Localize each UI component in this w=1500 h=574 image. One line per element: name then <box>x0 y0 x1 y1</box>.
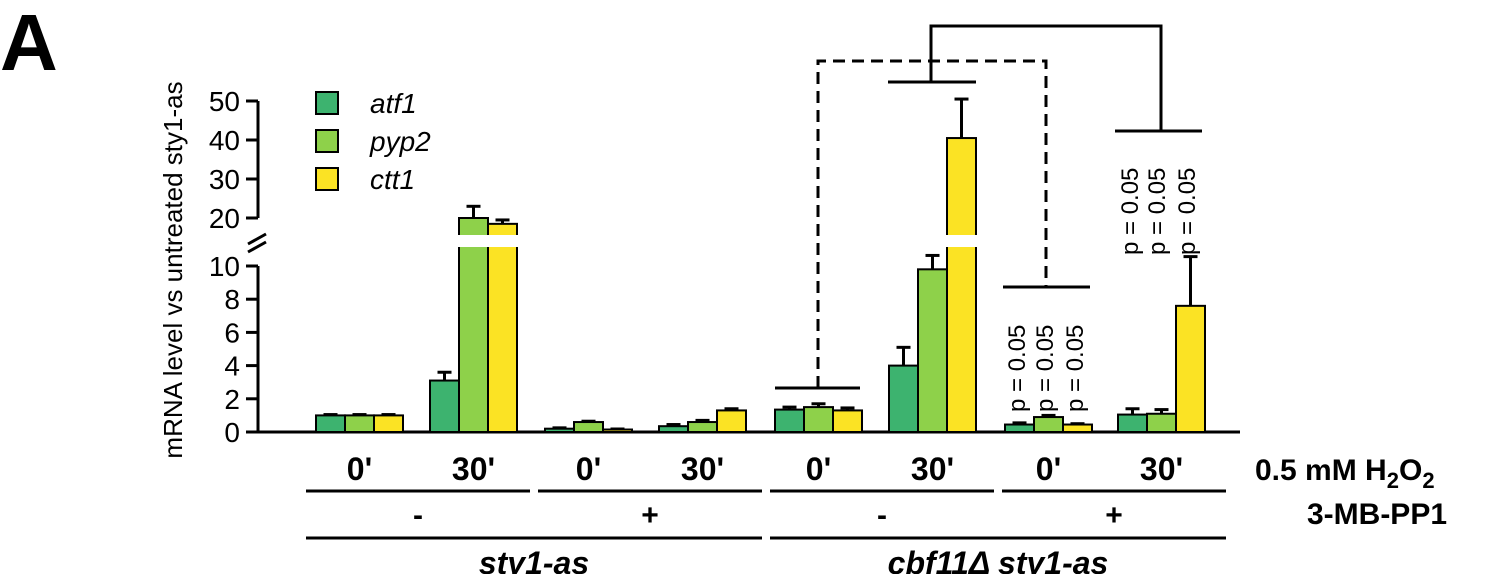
p-value-label: p = 0.05 <box>1117 168 1144 255</box>
bar-atf1 <box>1117 413 1148 434</box>
bar-atf1 <box>774 408 805 433</box>
comparison-bracket-solid <box>929 24 1163 131</box>
y-tick-label: 0 <box>224 417 240 448</box>
p-value-label: p = 0.05 <box>1062 325 1089 412</box>
legend-swatch-pyp2 <box>315 129 339 153</box>
bar-atf1 <box>888 364 919 434</box>
p-value-label: p = 0.05 <box>1144 168 1171 255</box>
inhibitor-row-label: 3-MB-PP1 <box>1307 498 1447 531</box>
p-value-label: p = 0.05 <box>1032 325 1059 412</box>
category-label: 30' <box>911 451 954 487</box>
inhibitor-sign: + <box>641 499 659 532</box>
p-value-annotations: p = 0.05 p = 0.05 p = 0.05p = 0.05 p = 0.05… <box>1004 168 1201 412</box>
y-tick-label: 40 <box>209 125 240 156</box>
category-label: 0' <box>576 451 601 487</box>
condition-rows: 0.5 mM H2O2 3-MB-PP1 - + - + sty1-as cbf11Δ sty… <box>306 454 1447 574</box>
bar-pyp2 <box>573 421 604 434</box>
inhibitor-sign: - <box>877 499 887 532</box>
category-label: 0' <box>347 451 372 487</box>
legend: atf1 pyp2 ctt1 <box>315 88 431 195</box>
bar-break-gap <box>486 235 519 247</box>
bar-pyp2 <box>803 406 834 434</box>
inhibitor-sign: + <box>1105 499 1123 532</box>
bar-ctt1 <box>716 409 747 434</box>
bar-ctt1 <box>946 137 977 434</box>
y-tick-label: 8 <box>224 284 240 315</box>
y-tick-label: 20 <box>209 203 240 234</box>
bar-pyp2 <box>917 268 948 433</box>
y-tick-label: 10 <box>209 251 240 282</box>
y-tick-label: 6 <box>224 317 240 348</box>
significance-brackets <box>775 24 1202 390</box>
bar-ctt1 <box>1175 304 1206 433</box>
strain-label: cbf11Δ sty1-as <box>888 545 1109 574</box>
error-bars-group <box>323 97 1198 431</box>
p-value-label: p = 0.05 <box>1004 325 1031 412</box>
axis-break-mark <box>247 232 267 246</box>
bar-atf1 <box>658 425 689 434</box>
inhibitor-sign: - <box>413 499 423 532</box>
bar-pyp2 <box>1146 412 1177 433</box>
y-tick-label: 2 <box>224 384 240 415</box>
y-tick-label: 4 <box>224 351 240 382</box>
bar-pyp2 <box>687 421 718 434</box>
legend-swatch-atf1 <box>315 91 339 115</box>
legend-swatch-ctt1 <box>315 167 339 191</box>
bar-atf1 <box>429 379 460 434</box>
category-label: 0' <box>1036 451 1061 487</box>
y-tick-label: 50 <box>209 86 240 117</box>
legend-label: pyp2 <box>369 126 431 157</box>
bar-break-gap <box>457 235 490 247</box>
legend-label: atf1 <box>370 88 417 119</box>
bar-ctt1 <box>487 222 518 433</box>
y-axis-label: mRNA level vs untreated sty1-as <box>158 81 188 458</box>
bar-ctt1 <box>832 409 863 434</box>
p-value-label: p = 0.05 <box>1174 168 1201 255</box>
y-tick-label: 30 <box>209 164 240 195</box>
category-labels: 0' 30' 0' 30' 0' 30' 0' 30' <box>347 451 1183 487</box>
bar-pyp2 <box>458 217 489 433</box>
category-label: 30' <box>1140 451 1183 487</box>
panel-label: A <box>0 0 58 87</box>
axis-break-mark <box>247 240 267 254</box>
bar-break-gap <box>945 235 978 247</box>
h2o2-row-label: 0.5 mM H2O2 <box>1255 454 1435 493</box>
legend-label: ctt1 <box>370 164 415 195</box>
bar-pyp2 <box>344 414 375 433</box>
bar-ctt1 <box>373 414 404 433</box>
category-label: 30' <box>452 451 495 487</box>
bar-pyp2 <box>1033 416 1064 433</box>
bar-atf1 <box>315 414 346 433</box>
category-label: 0' <box>806 451 831 487</box>
category-label: 30' <box>681 451 724 487</box>
strain-label: sty1-as <box>479 545 589 574</box>
bar-atf1 <box>1004 423 1035 433</box>
bar-ctt1 <box>1062 423 1093 433</box>
